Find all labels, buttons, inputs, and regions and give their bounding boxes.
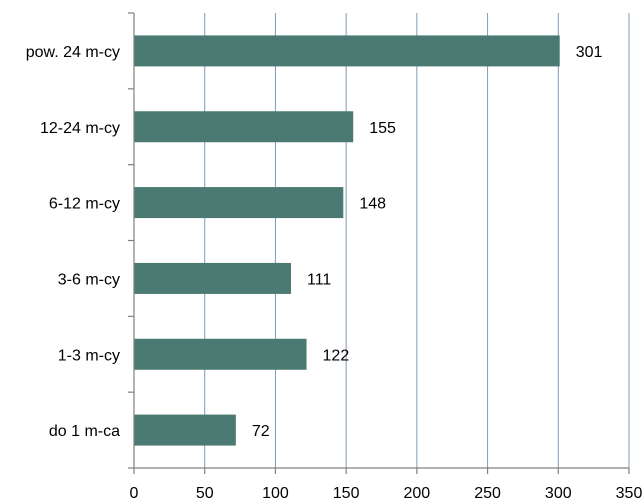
category-label-2: 6-12 m-cy xyxy=(49,196,120,213)
value-label-1: 155 xyxy=(369,120,396,137)
x-tick-label-250: 250 xyxy=(474,485,501,502)
value-label-4: 122 xyxy=(323,347,350,364)
x-tick-label-50: 50 xyxy=(196,485,214,502)
category-label-5: do 1 m-ca xyxy=(49,423,120,440)
value-label-5: 72 xyxy=(252,423,270,440)
bar-1 xyxy=(134,111,354,143)
value-label-3: 111 xyxy=(307,271,331,288)
x-tick-label-100: 100 xyxy=(262,485,289,502)
value-label-2: 148 xyxy=(359,196,386,213)
x-tick-label-0: 0 xyxy=(130,485,139,502)
x-tick-label-150: 150 xyxy=(333,485,360,502)
bar-5 xyxy=(134,414,236,446)
grid-lines xyxy=(204,13,630,468)
bar-2 xyxy=(134,187,344,219)
category-label-0: pow. 24 m-cy xyxy=(26,44,120,61)
labels: 301 pow. 24 m-cy 155 12-24 m-cy 148 6-12 m-cy… xyxy=(26,44,643,502)
bars xyxy=(134,35,560,446)
bar-3 xyxy=(134,262,291,294)
bar-0 xyxy=(134,35,560,67)
category-label-4: 1-3 m-cy xyxy=(58,347,120,364)
axes xyxy=(128,12,630,474)
bar-4 xyxy=(134,338,307,370)
x-tick-label-300: 300 xyxy=(545,485,572,502)
x-tick-label-200: 200 xyxy=(404,485,431,502)
value-label-0: 301 xyxy=(576,44,603,61)
x-tick-label-350: 350 xyxy=(616,485,643,502)
category-label-3: 3-6 m-cy xyxy=(58,271,120,288)
category-label-1: 12-24 m-cy xyxy=(40,120,120,137)
